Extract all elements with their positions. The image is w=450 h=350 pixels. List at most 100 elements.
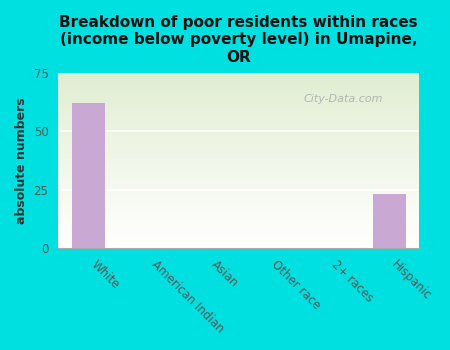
Bar xyxy=(58,168,419,169)
Bar xyxy=(58,244,419,245)
Bar xyxy=(58,196,419,197)
Bar xyxy=(58,114,419,115)
Bar xyxy=(58,166,419,167)
Bar xyxy=(58,136,419,137)
Bar xyxy=(58,116,419,117)
Bar xyxy=(58,159,419,160)
Bar xyxy=(58,160,419,161)
Bar xyxy=(58,74,419,75)
Bar xyxy=(58,223,419,224)
Bar xyxy=(58,229,419,230)
Bar xyxy=(58,152,419,153)
Bar xyxy=(58,151,419,152)
Bar xyxy=(58,184,419,185)
Bar xyxy=(58,169,419,170)
Bar xyxy=(58,181,419,182)
Bar xyxy=(58,170,419,171)
Bar xyxy=(58,213,419,214)
Bar xyxy=(58,206,419,207)
Bar xyxy=(58,107,419,108)
Bar xyxy=(373,194,406,248)
Bar xyxy=(58,91,419,92)
Bar xyxy=(58,105,419,106)
Bar xyxy=(58,81,419,82)
Bar xyxy=(58,83,419,84)
Bar xyxy=(58,240,419,241)
Bar xyxy=(58,106,419,107)
Bar xyxy=(58,110,419,111)
Bar xyxy=(58,197,419,198)
Bar xyxy=(58,226,419,227)
Bar xyxy=(58,191,419,192)
Bar xyxy=(58,149,419,150)
Bar xyxy=(58,245,419,246)
Bar xyxy=(58,87,419,88)
Bar xyxy=(58,132,419,133)
Bar xyxy=(58,148,419,149)
Bar xyxy=(58,126,419,127)
Bar xyxy=(58,127,419,128)
Bar xyxy=(58,239,419,240)
Bar xyxy=(58,210,419,211)
Bar xyxy=(58,188,419,189)
Bar xyxy=(58,246,419,247)
Bar xyxy=(58,236,419,237)
Bar xyxy=(58,82,419,83)
Bar xyxy=(58,79,419,80)
Bar xyxy=(72,103,105,248)
Bar xyxy=(58,113,419,114)
Bar xyxy=(58,111,419,112)
Bar xyxy=(58,195,419,196)
Bar xyxy=(58,228,419,229)
Bar xyxy=(58,95,419,96)
Bar xyxy=(58,217,419,218)
Bar xyxy=(58,212,419,213)
Bar xyxy=(58,242,419,243)
Bar xyxy=(58,118,419,119)
Bar xyxy=(58,137,419,138)
Bar xyxy=(58,165,419,166)
Bar xyxy=(58,109,419,110)
Bar xyxy=(58,164,419,165)
Bar xyxy=(58,128,419,129)
Bar xyxy=(58,102,419,103)
Bar xyxy=(58,94,419,95)
Bar xyxy=(58,172,419,173)
Bar xyxy=(58,203,419,204)
Bar xyxy=(58,237,419,238)
Bar xyxy=(58,135,419,136)
Bar xyxy=(58,186,419,187)
Bar xyxy=(58,194,419,195)
Bar xyxy=(58,138,419,139)
Bar xyxy=(58,97,419,98)
Bar xyxy=(58,232,419,233)
Bar xyxy=(58,86,419,87)
Bar xyxy=(58,117,419,118)
Bar xyxy=(58,177,419,178)
Bar xyxy=(58,192,419,193)
Bar xyxy=(58,211,419,212)
Bar xyxy=(58,100,419,101)
Bar xyxy=(58,219,419,220)
Bar xyxy=(58,173,419,174)
Bar xyxy=(58,204,419,205)
Bar xyxy=(58,178,419,179)
Bar xyxy=(58,167,419,168)
Bar xyxy=(58,124,419,125)
Bar xyxy=(58,214,419,215)
Bar xyxy=(58,179,419,180)
Bar xyxy=(58,238,419,239)
Bar xyxy=(58,134,419,135)
Bar xyxy=(58,224,419,225)
Bar xyxy=(58,73,419,74)
Bar xyxy=(58,234,419,235)
Bar xyxy=(58,216,419,217)
Bar xyxy=(58,198,419,199)
Bar xyxy=(58,200,419,201)
Bar xyxy=(58,104,419,105)
Bar xyxy=(58,227,419,228)
Bar xyxy=(58,129,419,130)
Bar xyxy=(58,99,419,100)
Bar xyxy=(58,93,419,94)
Bar xyxy=(58,185,419,186)
